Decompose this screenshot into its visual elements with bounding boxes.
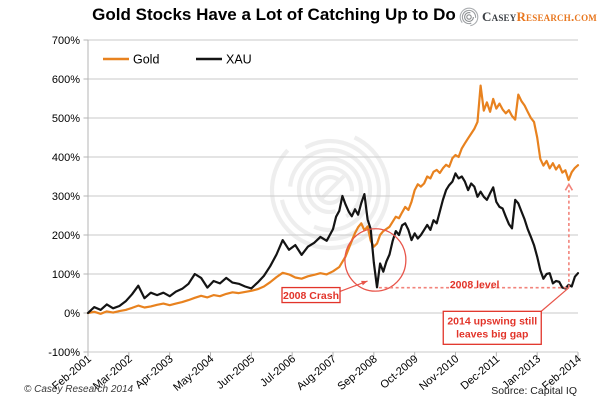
x-tick-label: May-2004	[171, 353, 216, 394]
legend-label-xau: XAU	[226, 53, 252, 67]
y-tick-label: 600%	[52, 74, 80, 86]
x-tick-label: Apr-2003	[133, 353, 175, 391]
2008-level-label: 2008 level	[450, 279, 500, 291]
y-tick-label: 200%	[52, 230, 80, 242]
gap-arrowhead-icon	[564, 182, 574, 191]
x-tick-label: Nov-2010	[417, 353, 461, 393]
gap-label-text: 2014 upswing still	[447, 315, 537, 327]
y-tick-label: 300%	[52, 191, 80, 203]
page-title: Gold Stocks Have a Lot of Catching Up to…	[92, 5, 456, 24]
casey-swirl-icon	[459, 7, 479, 27]
series-line-gold	[86, 84, 580, 315]
logo-text-casey: Casey	[482, 9, 517, 24]
logo-text-research: Research.com	[516, 9, 597, 24]
legend-label-gold: Gold	[133, 53, 159, 67]
x-tick-label: Aug-2007	[295, 353, 339, 393]
x-tick-label: Sep-2008	[335, 353, 379, 393]
gap-label-text: leaves big gap	[456, 328, 528, 340]
x-tick-label: Jul-2006	[258, 353, 298, 389]
source-note: Source: Capital IQ	[491, 385, 577, 397]
crash-label-box	[281, 286, 341, 304]
crash-arrowhead-icon	[361, 280, 368, 286]
gap-connector-line	[539, 287, 570, 314]
gap-label-box	[442, 310, 542, 345]
crash-circle-annotation	[344, 228, 407, 292]
y-tick-label: 400%	[52, 152, 80, 164]
x-tick-label: Oct-2009	[378, 353, 420, 391]
copyright-note: © Casey Research 2014	[24, 384, 134, 395]
x-tick-label: Jun-2005	[214, 353, 257, 392]
y-tick-label: 0%	[64, 308, 80, 320]
annotations: 2008 level 2008 Crash 2014 upswing stillle…	[281, 182, 574, 345]
y-tick-label: 100%	[52, 269, 80, 281]
y-tick-label: -100%	[48, 347, 80, 359]
legend: Gold XAU	[103, 53, 252, 67]
y-tick-label: 700%	[52, 35, 80, 47]
casey-research-logo: Casey Research.com	[459, 7, 597, 27]
casey-watermark-icon	[269, 129, 391, 251]
y-tick-label: 500%	[52, 113, 80, 125]
crash-label-text: 2008 Crash	[283, 290, 339, 302]
